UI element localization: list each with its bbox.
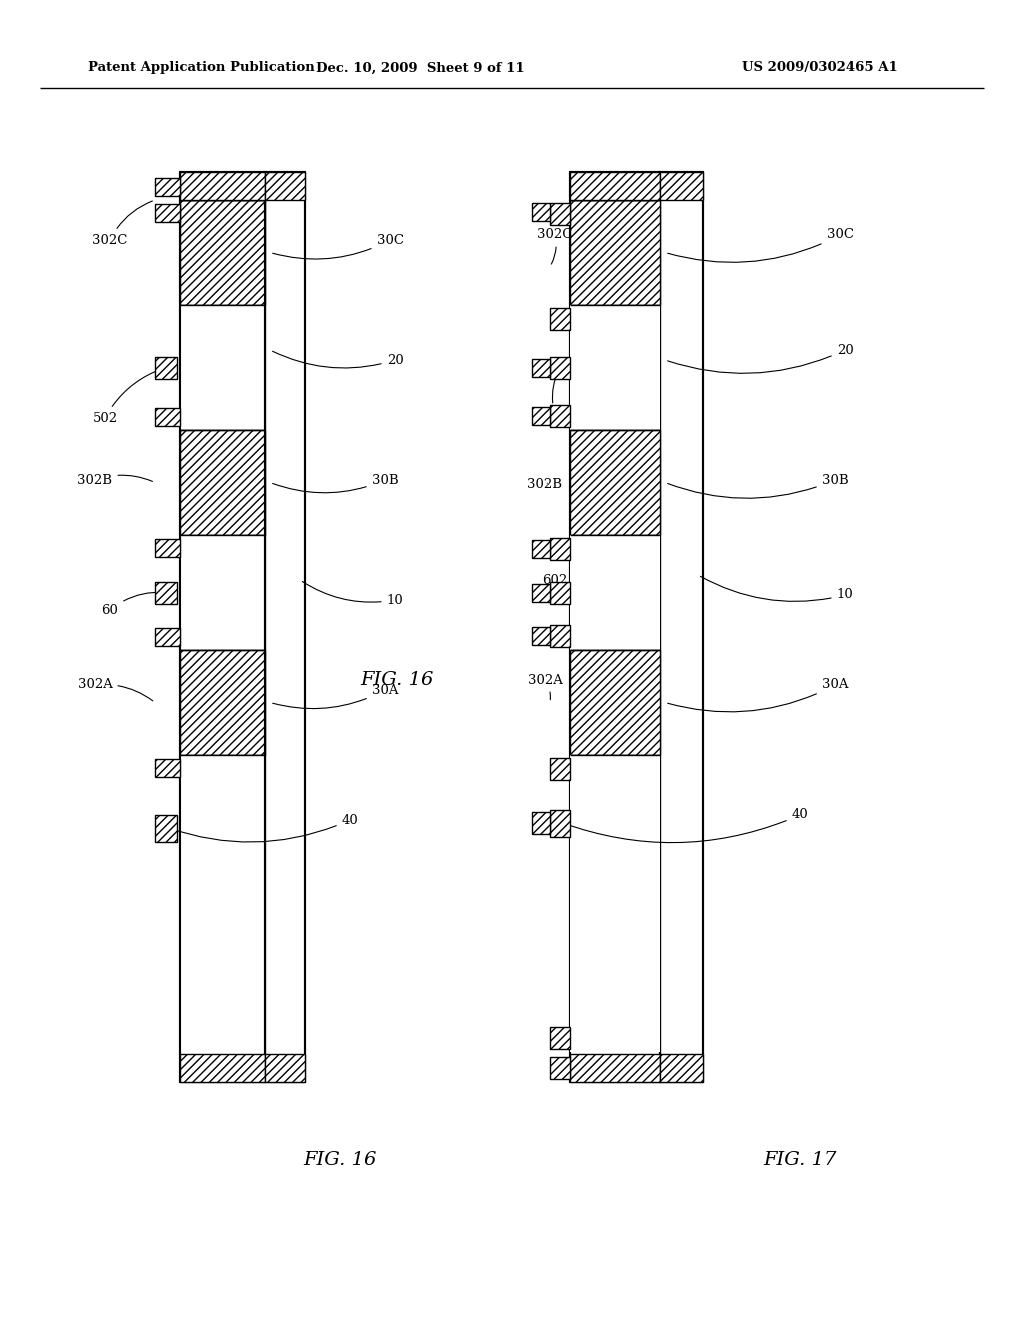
Bar (532, 540, 550, 558)
Bar (155, 628, 180, 645)
Bar (155, 178, 180, 195)
Bar (570, 305, 660, 430)
Text: FIG. 16: FIG. 16 (303, 1151, 377, 1170)
Bar (550, 203, 570, 224)
Bar (532, 359, 550, 376)
Text: 20: 20 (272, 351, 403, 368)
Bar (550, 624, 570, 647)
Text: 40: 40 (562, 808, 808, 842)
Bar (570, 755, 660, 1052)
Text: 60: 60 (101, 593, 163, 616)
Text: 302C: 302C (538, 228, 572, 264)
Bar (550, 810, 570, 837)
Text: 602: 602 (543, 573, 567, 593)
Bar (570, 535, 660, 649)
Text: 30B: 30B (668, 474, 848, 498)
Bar (180, 535, 265, 649)
Text: Dec. 10, 2009  Sheet 9 of 11: Dec. 10, 2009 Sheet 9 of 11 (315, 62, 524, 74)
Bar (180, 1053, 265, 1082)
Text: Patent Application Publication: Patent Application Publication (88, 62, 314, 74)
Text: 40: 40 (169, 813, 358, 842)
Text: 502: 502 (543, 370, 567, 421)
Bar (155, 814, 177, 842)
Bar (660, 172, 703, 1082)
Bar (155, 356, 177, 379)
Bar (570, 172, 660, 201)
Bar (265, 172, 305, 201)
Bar (532, 812, 550, 834)
Text: 302A: 302A (527, 673, 562, 700)
Bar (550, 1027, 570, 1049)
Bar (550, 1057, 570, 1078)
Bar (180, 649, 265, 755)
Text: US 2009/0302465 A1: US 2009/0302465 A1 (742, 62, 898, 74)
Bar (532, 627, 550, 645)
Text: 30A: 30A (668, 678, 848, 711)
Bar (532, 583, 550, 602)
Text: 302B: 302B (78, 474, 153, 487)
Bar (570, 430, 660, 535)
Text: 502: 502 (92, 368, 164, 425)
Text: 302A: 302A (78, 678, 153, 701)
Bar (660, 1053, 703, 1082)
Text: 302C: 302C (92, 201, 153, 247)
Bar (570, 172, 660, 1082)
Bar (180, 430, 265, 535)
Bar (180, 305, 265, 430)
Text: 10: 10 (700, 577, 853, 602)
Text: 30C: 30C (272, 234, 403, 259)
Bar (570, 201, 660, 305)
Bar (550, 758, 570, 780)
Text: 30A: 30A (272, 684, 398, 709)
Bar (155, 759, 180, 777)
Bar (570, 1053, 660, 1082)
Text: FIG. 16: FIG. 16 (360, 671, 433, 689)
Bar (180, 172, 265, 201)
Bar (265, 1053, 305, 1082)
Text: 30C: 30C (668, 228, 853, 263)
Bar (660, 172, 703, 201)
Bar (265, 172, 305, 1082)
Bar (532, 407, 550, 425)
Bar (180, 755, 265, 1052)
Bar (180, 201, 265, 305)
Bar (550, 405, 570, 426)
Bar (155, 205, 180, 222)
Bar (532, 203, 550, 220)
Bar (570, 649, 660, 755)
Bar (155, 539, 180, 557)
Text: 10: 10 (302, 582, 403, 606)
Text: FIG. 17: FIG. 17 (763, 1151, 837, 1170)
Text: 30B: 30B (272, 474, 398, 492)
Text: 302B: 302B (527, 479, 562, 491)
Bar (155, 408, 180, 426)
Text: 20: 20 (668, 343, 853, 374)
Bar (550, 539, 570, 560)
Bar (155, 582, 177, 603)
Bar (550, 582, 570, 603)
Bar (180, 172, 265, 1082)
Bar (550, 356, 570, 379)
Bar (550, 308, 570, 330)
